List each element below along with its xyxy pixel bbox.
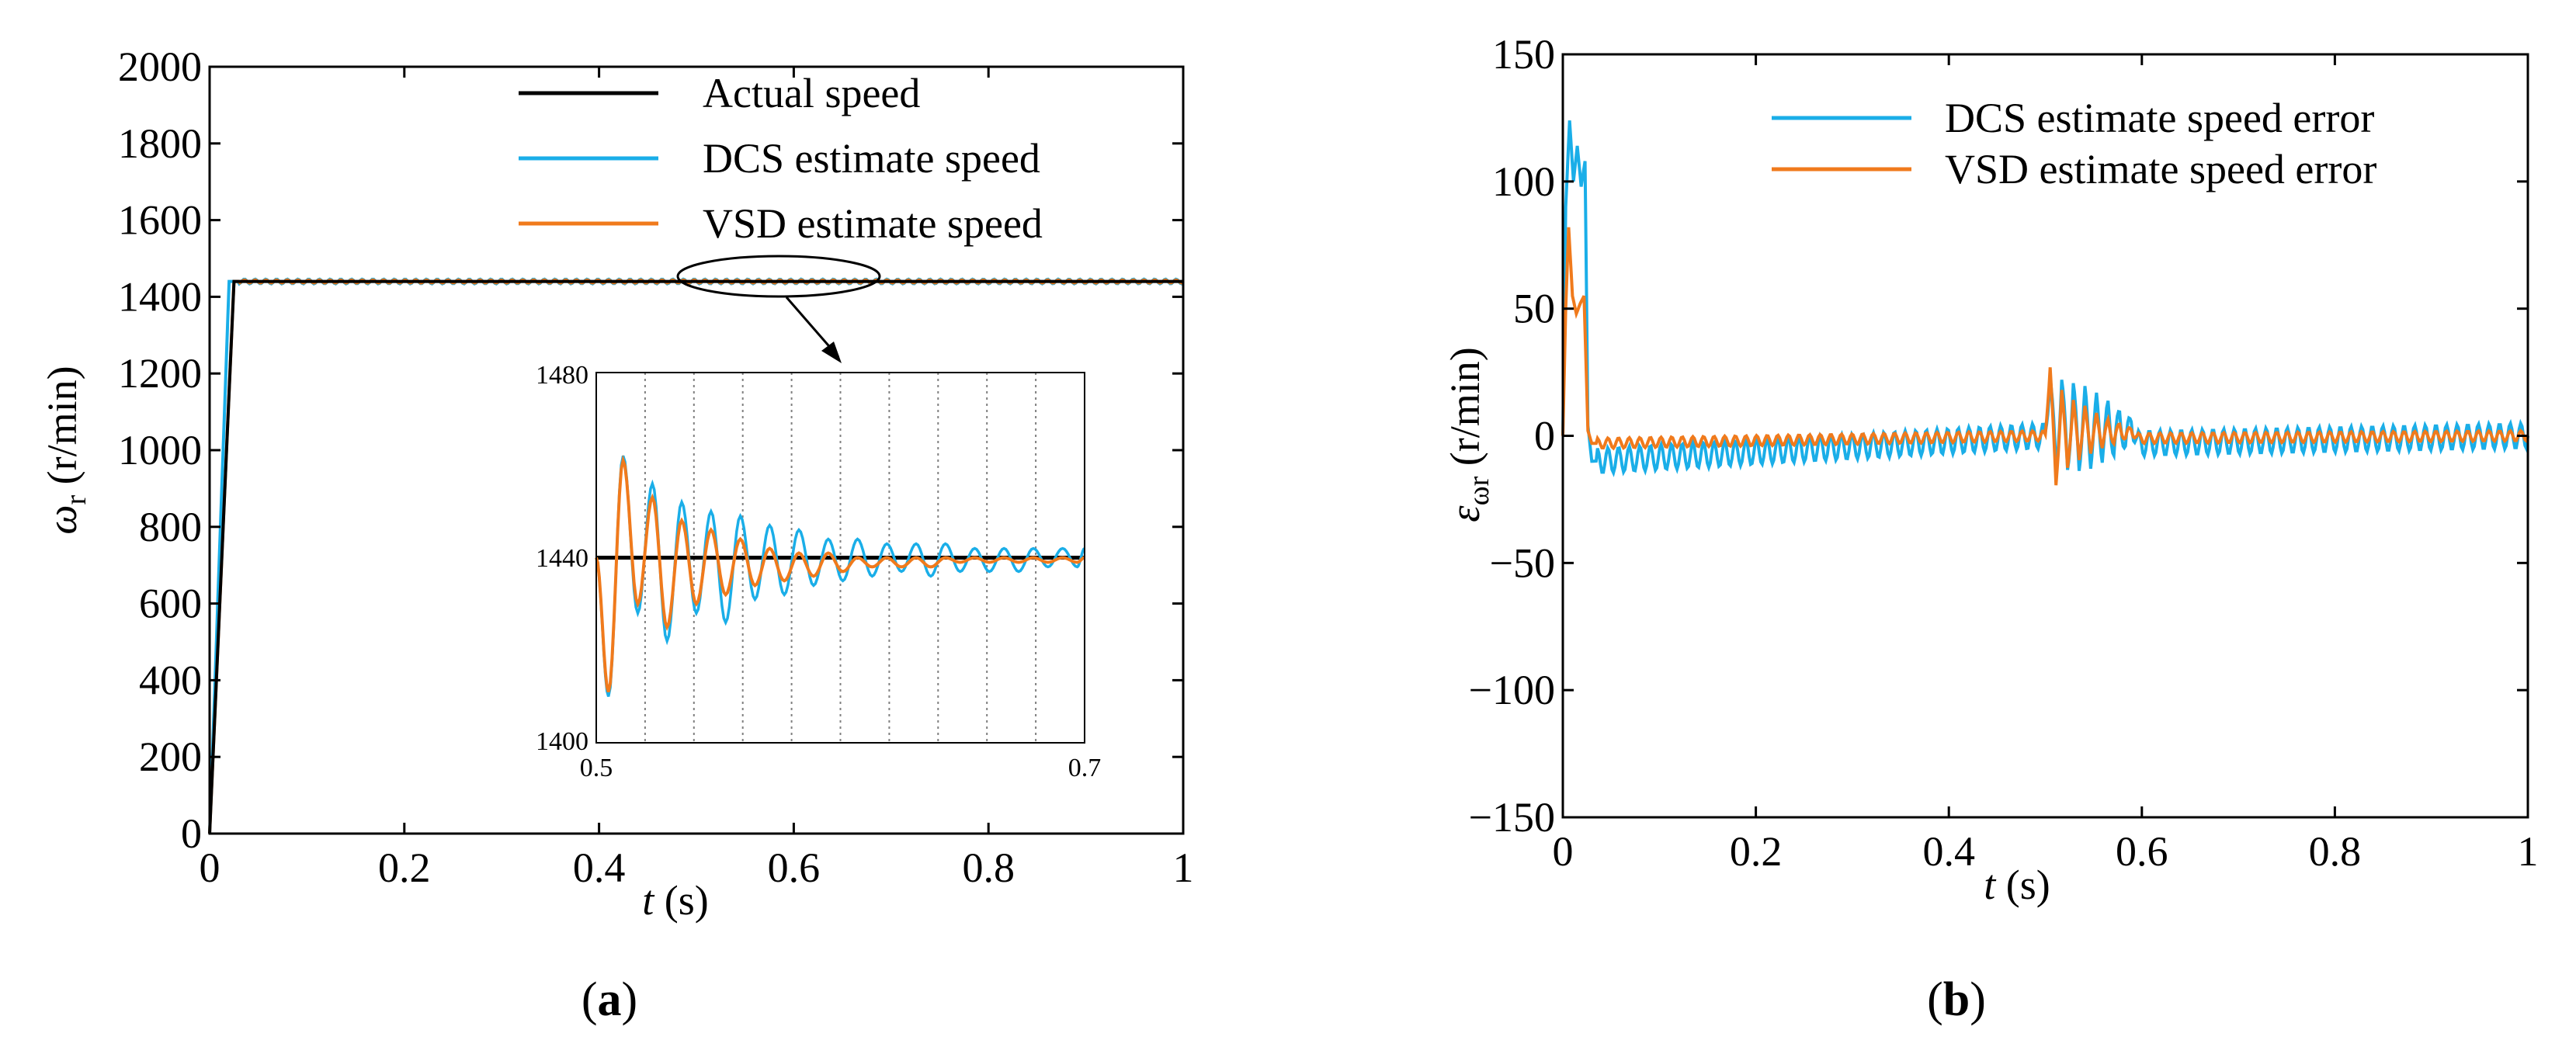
inset-xtick-label: 0.5 xyxy=(580,754,613,782)
y-tick-label: −50 xyxy=(1490,539,1555,586)
panel-a: 0 0.2 0.4 0.6 0.8 102004006008001000120014001… xyxy=(39,43,1194,1026)
legend-label-actual: Actual speed xyxy=(703,70,920,116)
x-tick-label: 0 xyxy=(1553,828,1574,875)
y-tick-label: −150 xyxy=(1469,794,1555,841)
panel-b-plot-area xyxy=(1561,120,2529,486)
panel-a-inset: 1480 1440 1400 0.5 0.7 xyxy=(536,361,1101,782)
x-tick-label: 0 xyxy=(200,844,220,891)
panel-b-caption: (b) xyxy=(1927,973,1986,1026)
series-line-actual-speed xyxy=(208,279,1183,834)
panel-a-plot-area xyxy=(208,277,1185,834)
inset-ytick-label: 1440 xyxy=(536,544,588,573)
panel-a-ticks: 0 0.2 0.4 0.6 0.8 102004006008001000120014001… xyxy=(118,43,1194,891)
y-tick-label: 1600 xyxy=(118,197,202,244)
y-tick-label: 600 xyxy=(139,581,202,627)
y-tick-label: −100 xyxy=(1469,667,1555,713)
y-tick-label: 100 xyxy=(1492,158,1555,205)
y-tick-label: 800 xyxy=(139,504,202,550)
inset-plot-area xyxy=(595,373,1086,743)
panel-a-legend: Actual speed DCS estimate speed VSD esti… xyxy=(519,70,1043,247)
x-tick-label: 0.2 xyxy=(378,844,431,891)
y-tick-label: 1200 xyxy=(118,350,202,397)
x-tick-label: 0.8 xyxy=(2309,828,2362,875)
panel-b-ticks: 0 0.2 0.4 0.6 0.8 1 −150 −100 −50 0 50 100 150 xyxy=(1469,31,2539,875)
series-line-vsd-error xyxy=(1561,227,2529,486)
y-tick-label: 400 xyxy=(139,657,202,703)
y-tick-label: 150 xyxy=(1492,31,1555,78)
inset-line-vsd-speed xyxy=(595,454,1085,692)
legend-label-dcs-error: DCS estimate speed error xyxy=(1945,95,2374,141)
legend-label-dcs: DCS estimate speed xyxy=(703,135,1040,182)
x-tick-label: 0.2 xyxy=(1730,828,1783,875)
x-tick-label: 0.6 xyxy=(2116,828,2168,875)
panel-b-xlabel: t (s) xyxy=(1984,862,2050,908)
x-tick-label: 1 xyxy=(2518,828,2539,875)
zoom-ellipse xyxy=(676,255,881,298)
legend-label-vsd: VSD estimate speed xyxy=(703,200,1043,247)
x-tick-label: 0.4 xyxy=(573,844,626,891)
panel-a-caption: (a) xyxy=(582,973,637,1026)
y-tick-label: 1400 xyxy=(118,273,202,320)
y-tick-label: 0 xyxy=(1534,413,1555,459)
y-tick-label: 1000 xyxy=(118,427,202,473)
panel-a-ylabel: ωr (r/min) xyxy=(39,366,92,534)
y-tick-label: 0 xyxy=(181,810,202,857)
y-tick-label: 1800 xyxy=(118,120,202,167)
panel-a-xlabel: t (s) xyxy=(642,877,709,924)
panel-b-ylabel: εωr (r/min) xyxy=(1442,347,1495,522)
y-tick-label: 200 xyxy=(139,733,202,780)
x-tick-label: 0.6 xyxy=(768,844,821,891)
x-tick-label: 0.4 xyxy=(1922,828,1975,875)
panel-b-legend: DCS estimate speed error VSD estimate sp… xyxy=(1772,95,2376,192)
y-tick-label: 50 xyxy=(1513,286,1555,332)
inset-ytick-label: 1400 xyxy=(536,727,588,756)
x-tick-label: 0.8 xyxy=(962,844,1015,891)
x-tick-label: 1 xyxy=(1173,844,1194,891)
inset-xtick-label: 0.7 xyxy=(1068,754,1102,782)
inset-frame xyxy=(595,372,1085,744)
inset-ytick-label: 1480 xyxy=(536,361,588,390)
legend-label-vsd-error: VSD estimate speed error xyxy=(1945,146,2376,192)
zoom-arrowhead xyxy=(821,342,842,363)
panel-b: 0 0.2 0.4 0.6 0.8 1 −150 −100 −50 0 50 100 150 εωr (… xyxy=(1442,31,2539,1026)
y-tick-label: 2000 xyxy=(118,43,202,90)
